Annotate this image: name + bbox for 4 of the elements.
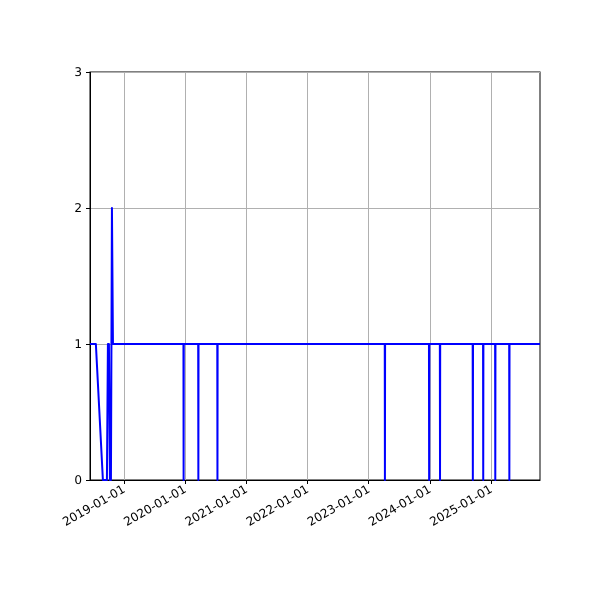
- y-tick-label: 2: [74, 201, 82, 215]
- y-tick-label: 3: [74, 65, 82, 79]
- y-tick-label: 1: [74, 337, 82, 351]
- y-tick-label: 0: [74, 473, 82, 487]
